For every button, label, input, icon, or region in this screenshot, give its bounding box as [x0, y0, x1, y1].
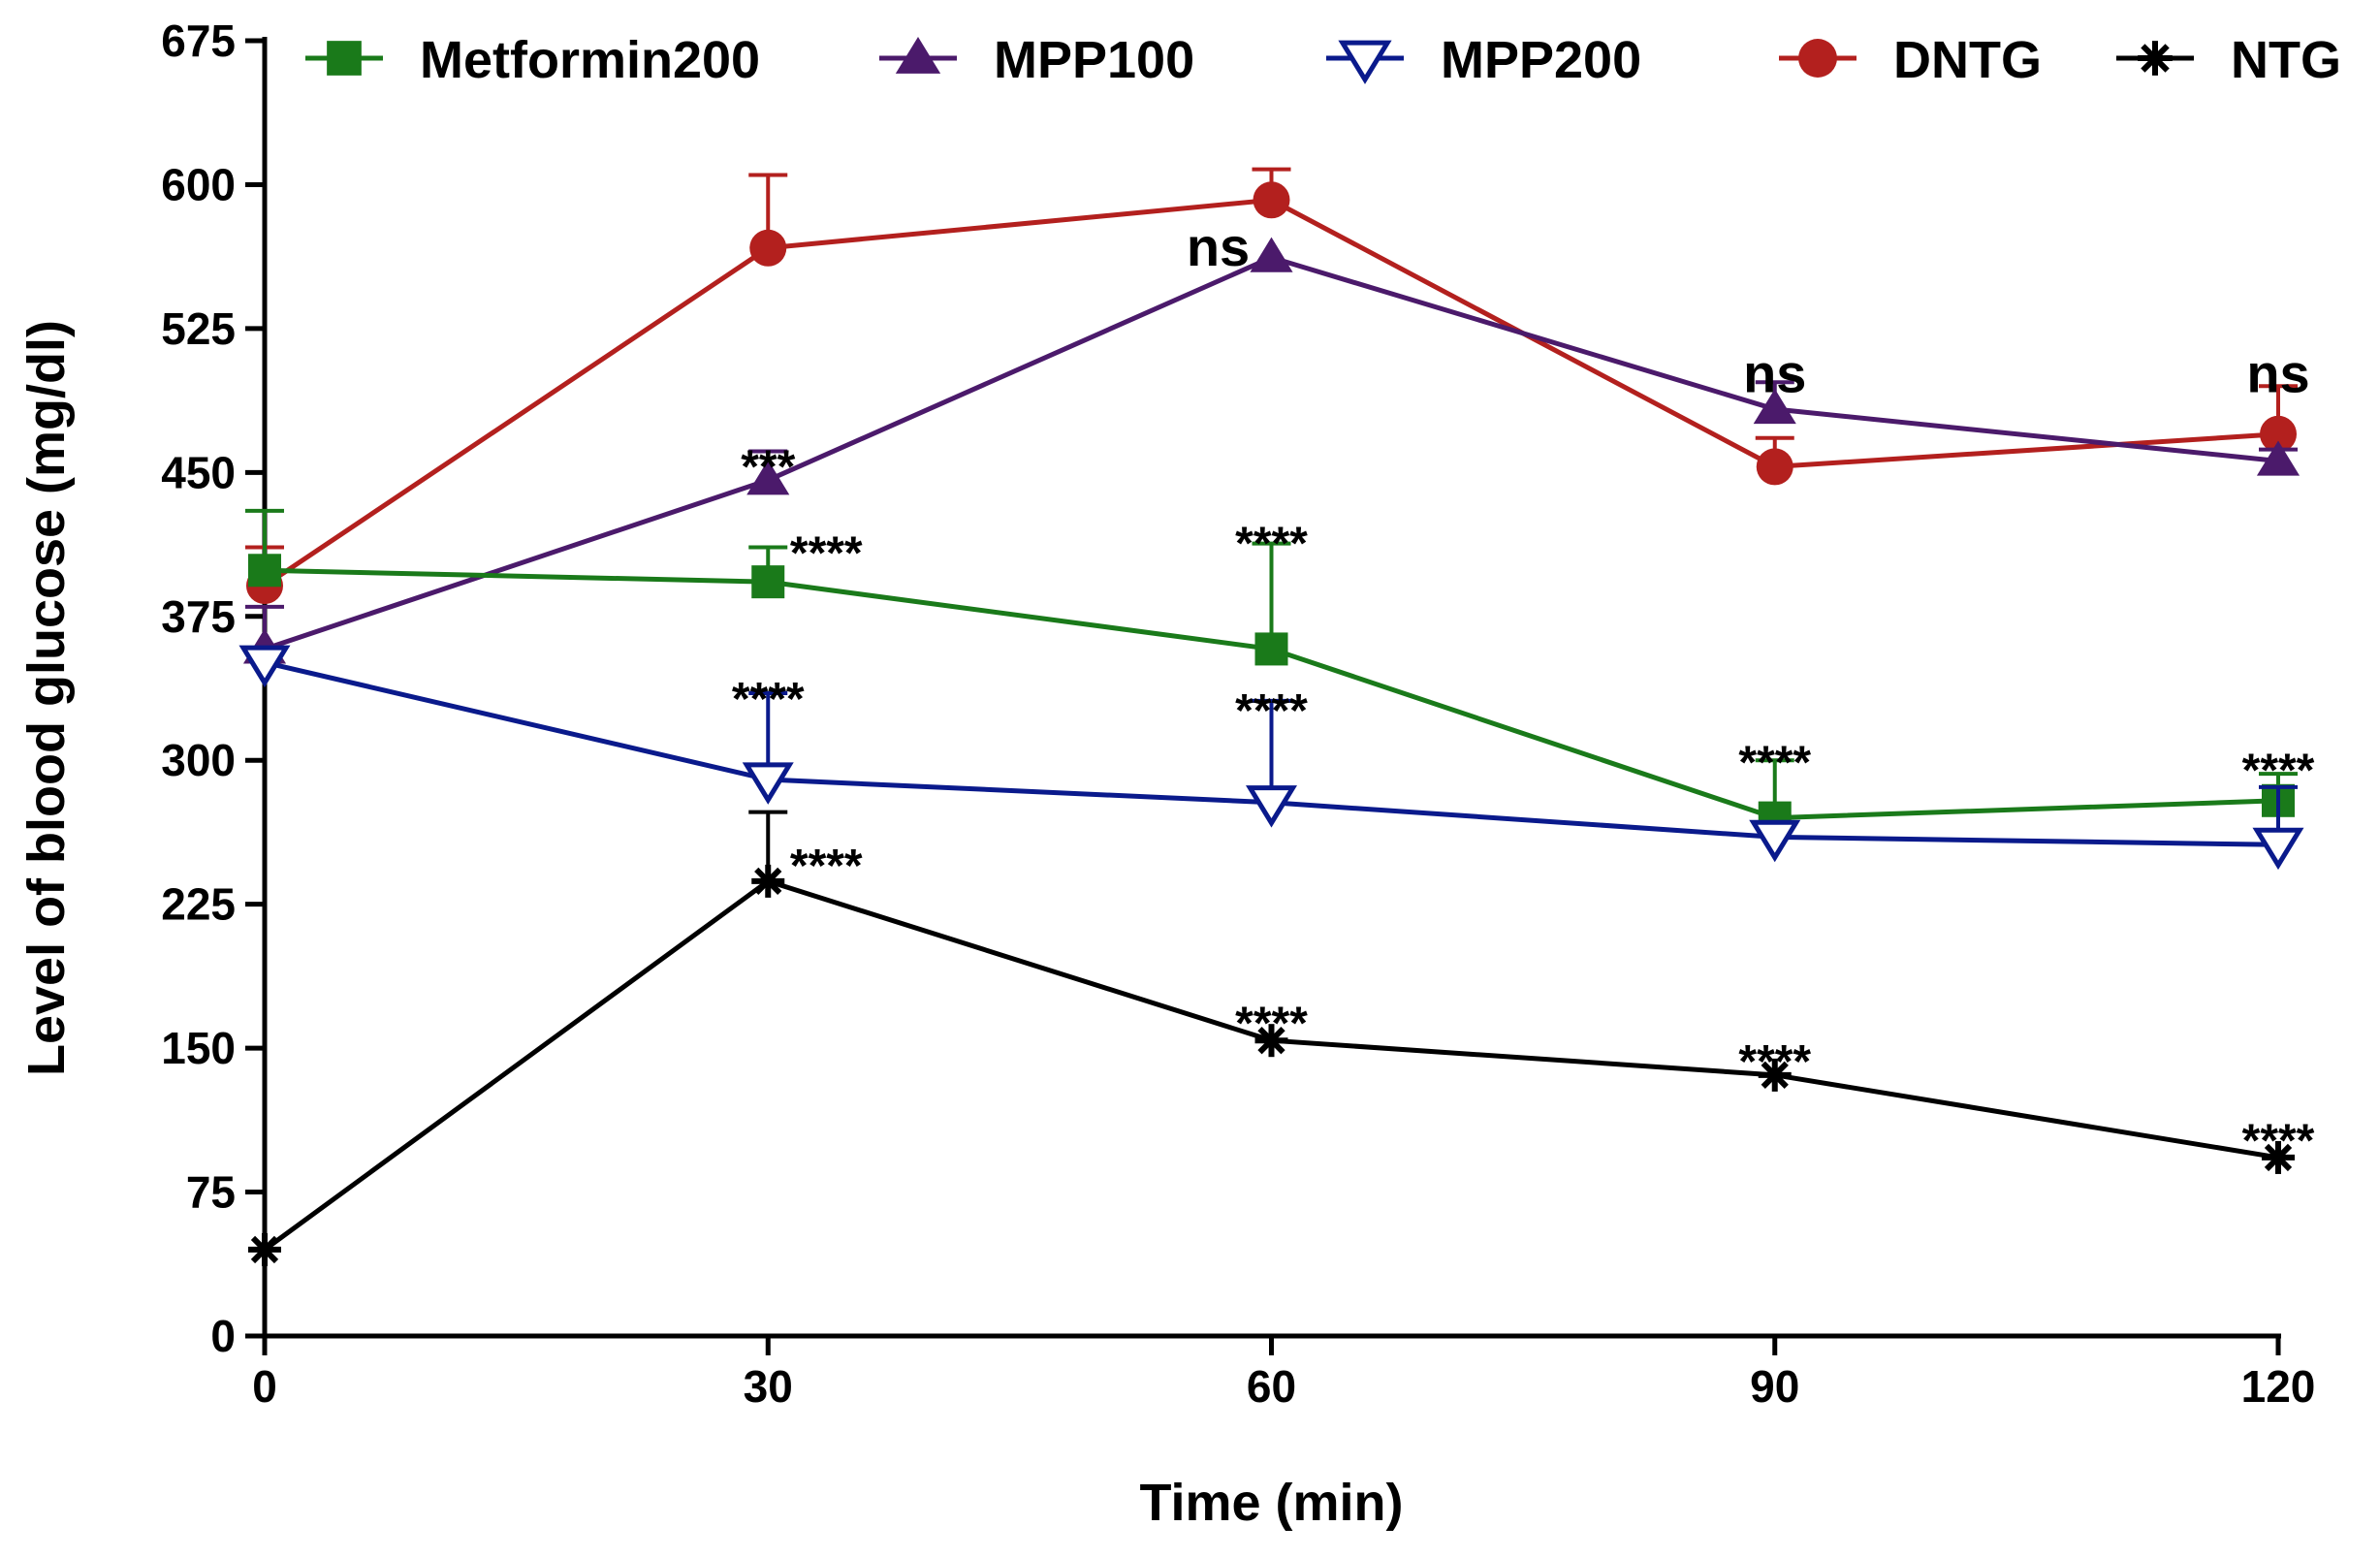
data-point [248, 554, 281, 588]
annotation-ns: ns [2246, 342, 2309, 403]
data-point [238, 645, 291, 688]
y-tick-label: 150 [161, 1023, 236, 1073]
legend-marker [2138, 41, 2173, 76]
annotation-significance: **** [1738, 1036, 1811, 1088]
y-tick-label: 225 [161, 879, 236, 930]
y-tick-label: 75 [186, 1167, 236, 1218]
x-tick-label: 90 [1750, 1361, 1799, 1412]
data-point [2262, 1140, 2295, 1174]
legend-marker [327, 41, 362, 76]
y-tick-label: 675 [161, 16, 236, 66]
annotation-significance: **** [790, 841, 863, 892]
y-tick-label: 375 [161, 591, 236, 642]
data-point [746, 460, 790, 495]
data-point [1245, 785, 1298, 828]
legend-item-ntg: NTG [2116, 31, 2341, 89]
data-point [1250, 237, 1293, 272]
x-tick-label: 0 [252, 1361, 277, 1412]
data-point [2260, 415, 2297, 453]
legend-marker [1338, 40, 1392, 84]
legend-label: Metformin200 [420, 31, 760, 89]
y-axis-title: Level of blood glucose (mg/dl) [17, 320, 76, 1076]
legend-item-dntg: DNTG [1779, 31, 2042, 89]
legend-label: MPP200 [1441, 31, 1641, 89]
annotation-ns: ns [1187, 216, 1250, 277]
annotation-significance: **** [1235, 999, 1308, 1050]
annotations: ***************ns************ns********n… [732, 216, 2315, 1167]
data-point [1253, 181, 1290, 219]
series-ntg [248, 810, 2295, 1266]
data-point [1254, 632, 1288, 666]
x-tick-label: 30 [744, 1361, 793, 1412]
y-tick-label: 450 [161, 447, 236, 497]
annotation-significance: **** [1235, 685, 1308, 737]
annotation-significance: **** [732, 674, 805, 725]
legend-marker [1798, 39, 1837, 78]
y-ticks: 0 75 150 225 300 375 450 525 600 675 [161, 16, 265, 1361]
legend: Metformin200 MPP100 MPP200 DNTG NTG [305, 31, 2341, 89]
data-point [1749, 819, 1801, 863]
data-point [1753, 389, 1796, 425]
legend-label: MPP100 [994, 31, 1194, 89]
data-point [1756, 448, 1793, 486]
data-point [749, 229, 787, 267]
data-point [742, 762, 794, 805]
x-axis-title: Time (min) [1139, 1474, 1403, 1532]
y-tick-label: 300 [161, 735, 236, 785]
annotation-significance: *** [741, 442, 795, 493]
annotation-significance: **** [2242, 745, 2315, 796]
legend-label: DNTG [1893, 31, 2042, 89]
legend-label: NTG [2231, 31, 2341, 89]
legend-marker [895, 36, 941, 74]
x-tick-label: 60 [1247, 1361, 1296, 1412]
x-tick-label: 120 [2241, 1361, 2316, 1412]
annotation-significance: **** [1235, 519, 1308, 570]
data-point [2256, 440, 2301, 476]
annotation-significance: **** [2242, 1115, 2315, 1166]
series-line [263, 878, 2279, 1252]
data-point [248, 1232, 281, 1266]
annotation-ns: ns [1743, 342, 1806, 403]
y-tick-label: 0 [210, 1311, 236, 1361]
y-tick-label: 600 [161, 159, 236, 209]
legend-item-mpp100: MPP100 [879, 31, 1194, 89]
x-ticks: 0 30 60 90 120 [252, 1336, 2315, 1412]
data-point [751, 864, 785, 898]
y-tick-label: 525 [161, 303, 236, 354]
data-point [1758, 1058, 1792, 1092]
annotation-significance: **** [1738, 737, 1811, 788]
annotation-significance: **** [790, 528, 863, 580]
series-mpp200 [238, 645, 2304, 871]
data-point [2252, 827, 2304, 871]
series-layer [238, 167, 2304, 1266]
legend-item-mpp200: MPP200 [1326, 31, 1641, 89]
legend-item-metformin200: Metformin200 [305, 31, 760, 89]
data-point [1254, 1024, 1288, 1058]
data-point [751, 565, 785, 599]
